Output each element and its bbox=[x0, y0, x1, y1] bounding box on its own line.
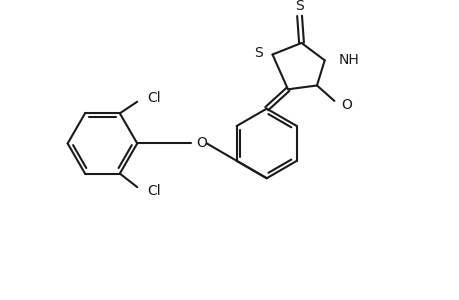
Text: S: S bbox=[253, 46, 262, 60]
Text: S: S bbox=[295, 0, 303, 13]
Text: Cl: Cl bbox=[146, 91, 160, 105]
Text: O: O bbox=[341, 98, 351, 112]
Text: NH: NH bbox=[337, 53, 358, 67]
Text: O: O bbox=[196, 136, 207, 150]
Text: Cl: Cl bbox=[146, 184, 160, 198]
